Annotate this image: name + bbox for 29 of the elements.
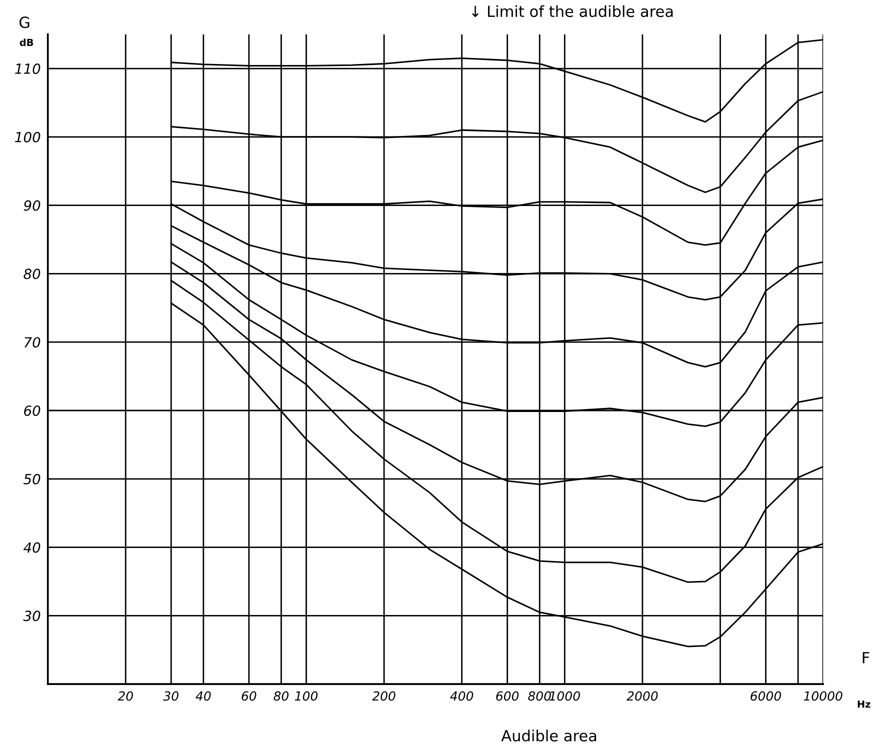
y-tick-label: 100 — [15, 132, 40, 142]
y-tick-label: 80 — [24, 268, 40, 280]
y-tick-label: 70 — [24, 337, 40, 348]
y-axis-title: G — [20, 16, 30, 28]
x-tick-label: 6000 — [750, 691, 782, 701]
x-tick-label: 100 — [294, 691, 318, 701]
text: Hz — [858, 700, 870, 708]
x-tick-label: 800 — [528, 691, 551, 701]
x-tick-label: 40 — [196, 691, 211, 701]
x-tick-label: 200 — [372, 691, 396, 701]
x-tick-label: 20 — [118, 691, 133, 701]
x-tick-label: 60 — [242, 691, 256, 701]
x-tick-label: 80 — [274, 691, 289, 701]
x-axis-title: F — [862, 652, 870, 664]
y-tick-label: 110 — [15, 63, 40, 74]
x-tick-label: 600 — [496, 691, 519, 701]
x-tick-label: 30 — [163, 691, 178, 701]
y-tick-label: 60 — [24, 405, 40, 416]
text: Audible area — [501, 730, 596, 742]
text: ↓ Limit of the audible area — [472, 5, 673, 18]
x-tick-label: 10000 — [804, 691, 842, 701]
x-tick-label: 2000 — [626, 691, 658, 701]
y-tick-label: 90 — [24, 200, 40, 211]
text: dB — [20, 38, 34, 46]
y-tick-label: 40 — [23, 542, 40, 553]
x-tick-label: 400 — [450, 691, 474, 701]
y-tick-label: 30 — [23, 610, 40, 622]
x-tick-label: 1000 — [549, 691, 580, 701]
y-tick-label: 50 — [24, 474, 40, 484]
